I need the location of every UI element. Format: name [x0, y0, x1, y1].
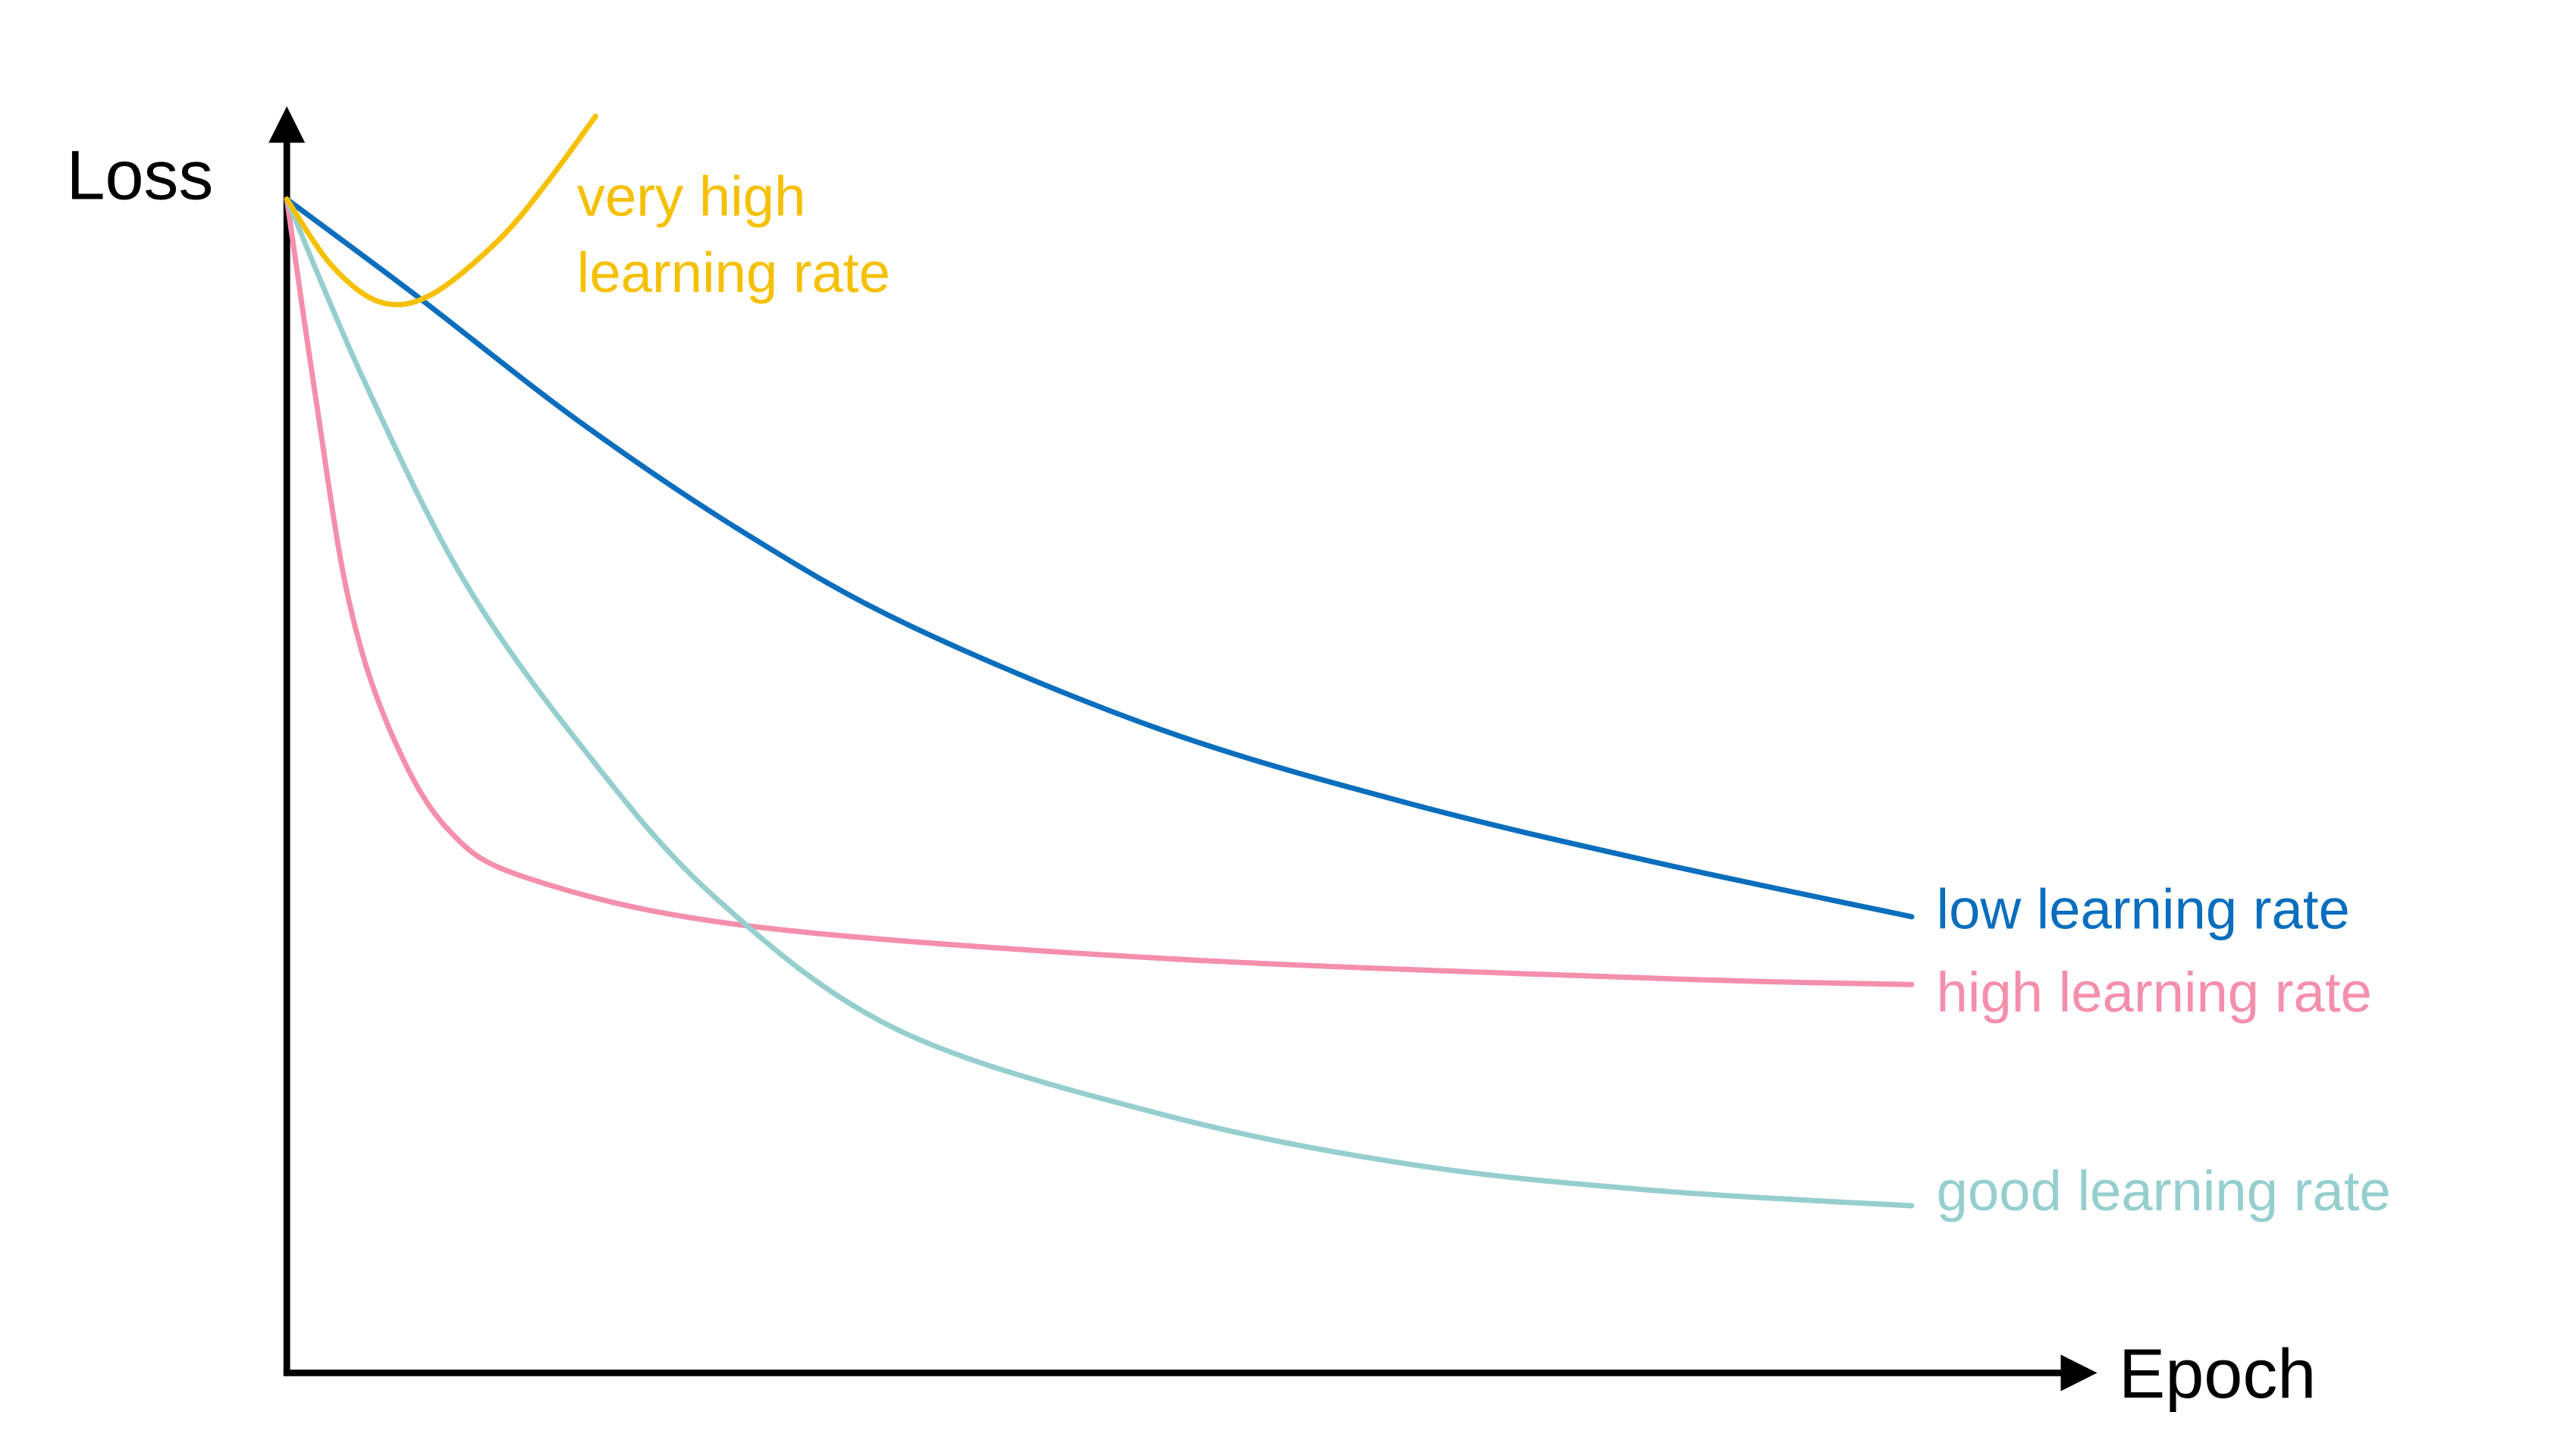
x-axis-label: Epoch [2119, 1335, 2316, 1413]
series-line [284, 196, 1915, 987]
y-axis-label: Loss [66, 137, 213, 215]
x-axis-arrow [2060, 1354, 2098, 1392]
series-label-box: very high learning rate [576, 165, 891, 306]
series-line [284, 196, 1915, 1209]
series-label: very high learning rate [576, 165, 891, 306]
series-line [284, 196, 1915, 920]
series-label: low learning rate [1936, 878, 2349, 941]
y-axis-arrow [268, 106, 306, 143]
series-label: high learning rate [1936, 961, 2371, 1024]
series-line [284, 113, 598, 308]
series-label: good learning rate [1936, 1159, 2390, 1222]
